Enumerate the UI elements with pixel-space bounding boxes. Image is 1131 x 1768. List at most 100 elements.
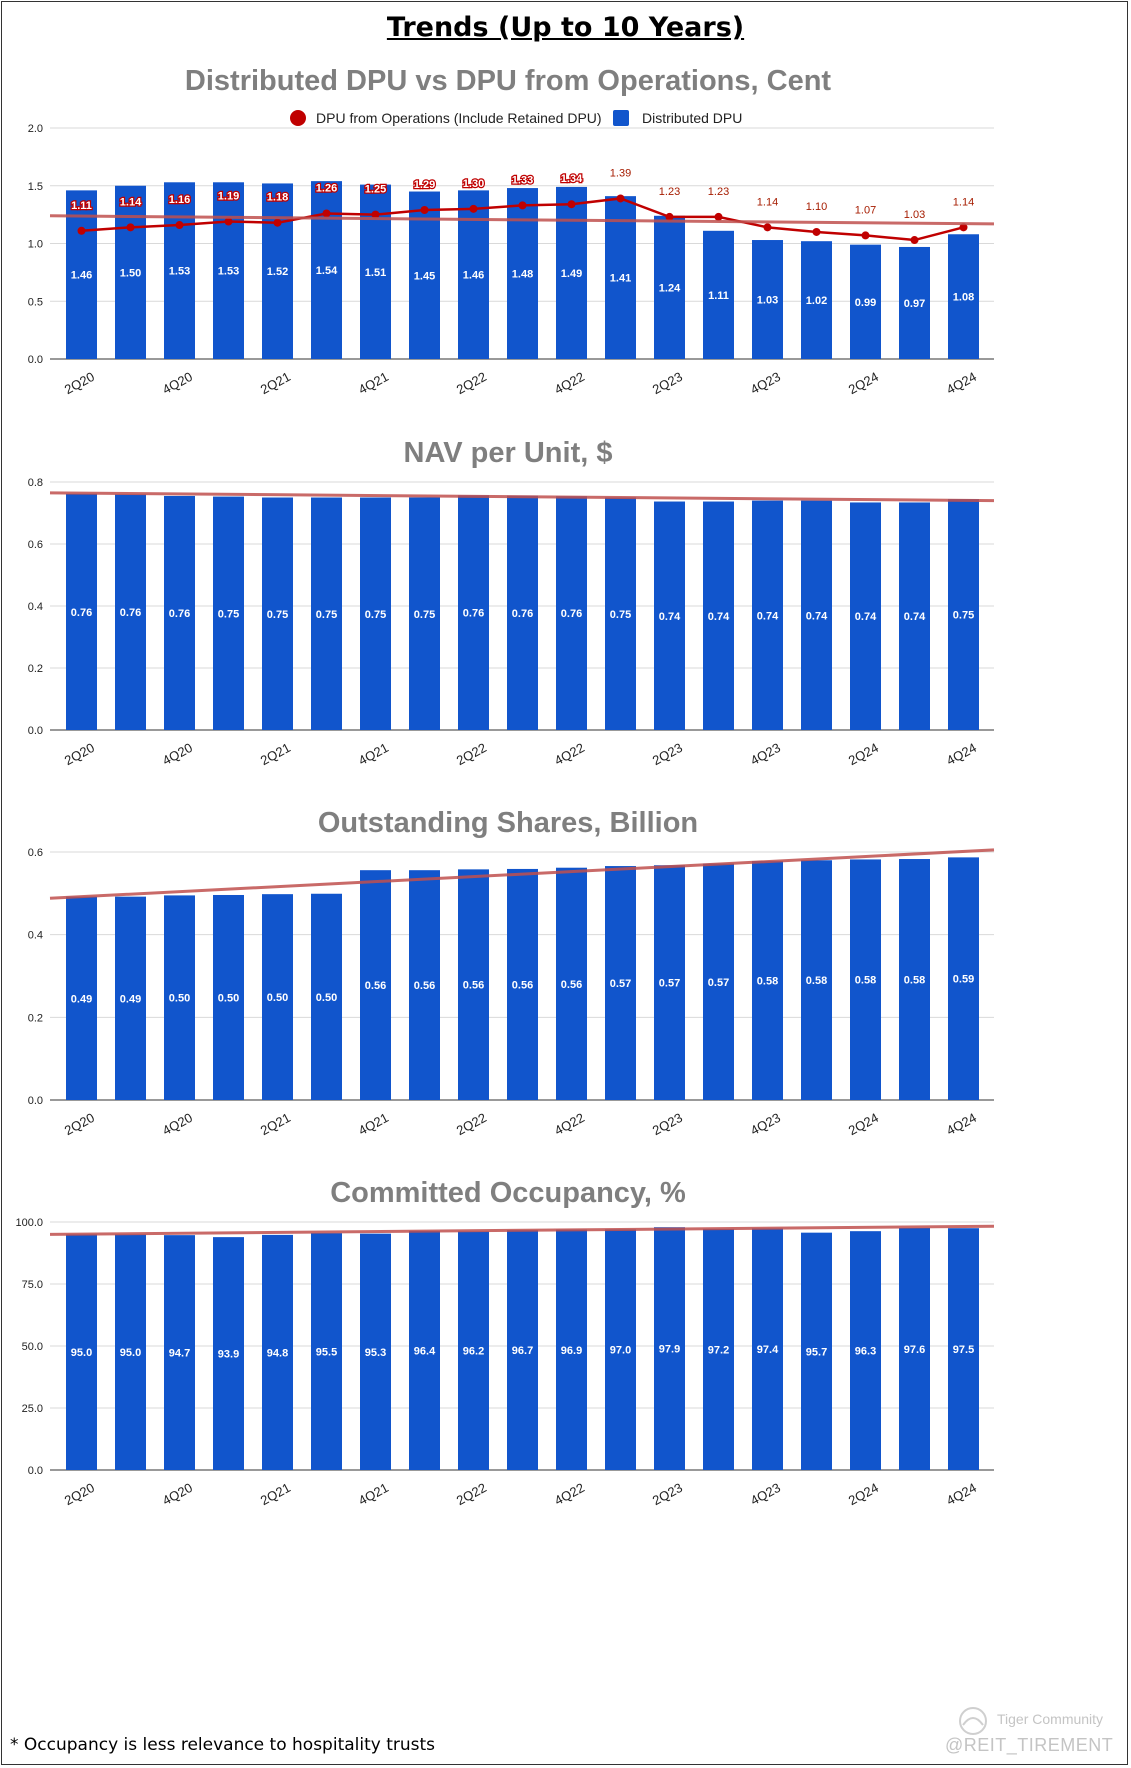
- footnote: * Occupancy is less relevance to hospita…: [10, 1735, 436, 1755]
- line-value-label: 1.19: [218, 191, 239, 203]
- bar-3Q23: [703, 501, 734, 730]
- y-tick-label: 0.4: [28, 930, 43, 942]
- line-value-label: 1.39: [610, 167, 631, 179]
- bar-value-label: 95.0: [120, 1347, 141, 1359]
- x-tick-label: 2Q20: [62, 369, 97, 397]
- bar-3Q20: [115, 185, 146, 359]
- bar-value-label: 0.74: [855, 611, 877, 623]
- bar-3Q24: [899, 502, 930, 730]
- bar-value-label: 0.49: [71, 993, 92, 1005]
- line-point-4Q23: [763, 223, 772, 232]
- y-tick-label: 0.0: [28, 354, 43, 366]
- line-value-label: 1.11: [71, 200, 92, 212]
- y-tick-label: 0.6: [28, 539, 43, 551]
- trend-line: [49, 491, 995, 503]
- x-tick-label: 4Q23: [748, 740, 783, 768]
- bar-1Q24: [801, 241, 832, 359]
- bar-value-label: 0.56: [365, 980, 386, 992]
- chart-nav: NAV per Unit, $ 0.0 0.2 0.4 0.6 0.8 0.76 0.76 0.…: [28, 437, 995, 768]
- x-tick-label: 4Q21: [356, 1480, 391, 1508]
- bar-value-label: 1.51: [365, 267, 386, 279]
- line-point-1Q23: [616, 194, 625, 203]
- bar-value-label: 96.7: [512, 1345, 533, 1357]
- bar-value-label: 0.97: [904, 298, 925, 310]
- bar-value-label: 0.58: [855, 975, 876, 987]
- x-tick-label: 4Q20: [160, 1480, 195, 1508]
- bar-value-label: 1.50: [120, 267, 141, 279]
- line-value-label: 1.07: [855, 204, 876, 216]
- bar-value-label: 94.7: [169, 1348, 190, 1360]
- bar-value-label: 0.56: [512, 979, 533, 991]
- bar-3Q22: [507, 188, 538, 359]
- bar-2Q21: [262, 1234, 293, 1470]
- bar-value-label: 95.3: [365, 1347, 386, 1359]
- x-tick-label: 4Q22: [552, 1480, 587, 1508]
- x-tick-label: 4Q20: [160, 369, 195, 397]
- line-point-3Q24: [910, 236, 919, 245]
- bar-value-label: 95.5: [316, 1347, 337, 1359]
- bar-2Q24: [850, 244, 881, 359]
- bar-value-label: 0.99: [855, 297, 876, 309]
- bar-3Q21: [311, 497, 342, 730]
- bar-value-label: 1.48: [512, 269, 533, 281]
- x-tick-label: 4Q20: [160, 740, 195, 768]
- bar-value-label: 0.76: [71, 607, 92, 619]
- bar-4Q24: [948, 234, 979, 359]
- x-tick-label: 2Q21: [258, 740, 293, 768]
- x-tick-label: 4Q22: [552, 740, 587, 768]
- line-point-2Q24: [861, 231, 870, 240]
- trend-line: [49, 848, 995, 900]
- bar-1Q21: [213, 496, 244, 730]
- bar-value-label: 1.46: [463, 270, 484, 282]
- line-point-1Q22: [420, 206, 429, 215]
- bar-value-label: 0.50: [316, 992, 337, 1004]
- bar-3Q20: [115, 1234, 146, 1470]
- bar-value-label: 95.7: [806, 1346, 827, 1358]
- bar-1Q24: [801, 500, 832, 730]
- x-tick-label: 4Q24: [944, 1110, 979, 1138]
- chart-title-dpu: Distributed DPU vs DPU from Operations, …: [185, 65, 831, 97]
- bar-4Q21: [360, 1233, 391, 1470]
- bar-value-label: 0.75: [953, 610, 974, 622]
- x-tick-label: 4Q20: [160, 1110, 195, 1138]
- bar-2Q22: [458, 869, 489, 1100]
- y-tick-label: 75.0: [22, 1279, 43, 1291]
- line-value-label: 1.26: [316, 182, 337, 194]
- bar-value-label: 0.58: [757, 976, 778, 988]
- x-tick-label: 4Q23: [748, 1110, 783, 1138]
- line-value-label: 1.34: [561, 173, 583, 185]
- y-tick-label: 25.0: [22, 1403, 43, 1415]
- bar-value-label: 0.57: [659, 978, 680, 990]
- trend-line: [49, 1224, 995, 1236]
- bar-2Q21: [262, 183, 293, 359]
- legend-label-distributed-dpu: Distributed DPU: [642, 110, 742, 126]
- line-point-4Q22: [567, 200, 576, 209]
- bar-value-label: 0.76: [463, 608, 484, 620]
- line-value-label: 1.14: [120, 196, 142, 208]
- x-tick-label: 2Q20: [62, 1480, 97, 1508]
- y-tick-label: 0.0: [28, 1465, 43, 1477]
- line-point-4Q21: [371, 210, 380, 219]
- bar-2Q21: [262, 497, 293, 730]
- line-value-label: 1.23: [708, 186, 729, 198]
- bar-value-label: 93.9: [218, 1349, 239, 1361]
- line-value-label: 1.14: [953, 196, 974, 208]
- bar-value-label: 0.74: [757, 610, 779, 622]
- bar-4Q23: [752, 1228, 783, 1470]
- bar-value-label: 0.57: [708, 977, 729, 989]
- y-tick-label: 0.8: [28, 477, 43, 489]
- line-value-label: 1.33: [512, 174, 533, 186]
- y-tick-label: 0.5: [28, 296, 43, 308]
- y-tick-label: 2.0: [28, 123, 43, 135]
- x-tick-label: 4Q24: [944, 1480, 979, 1508]
- bar-value-label: 0.75: [218, 608, 239, 620]
- bar-1Q22: [409, 497, 440, 730]
- line-point-3Q21: [322, 209, 331, 218]
- bar-2Q23: [654, 501, 685, 730]
- x-tick-label: 2Q23: [650, 1480, 685, 1508]
- x-tick-label: 4Q21: [356, 740, 391, 768]
- bar-value-label: 0.56: [414, 980, 435, 992]
- bar-4Q23: [752, 500, 783, 730]
- bar-1Q23: [605, 866, 636, 1100]
